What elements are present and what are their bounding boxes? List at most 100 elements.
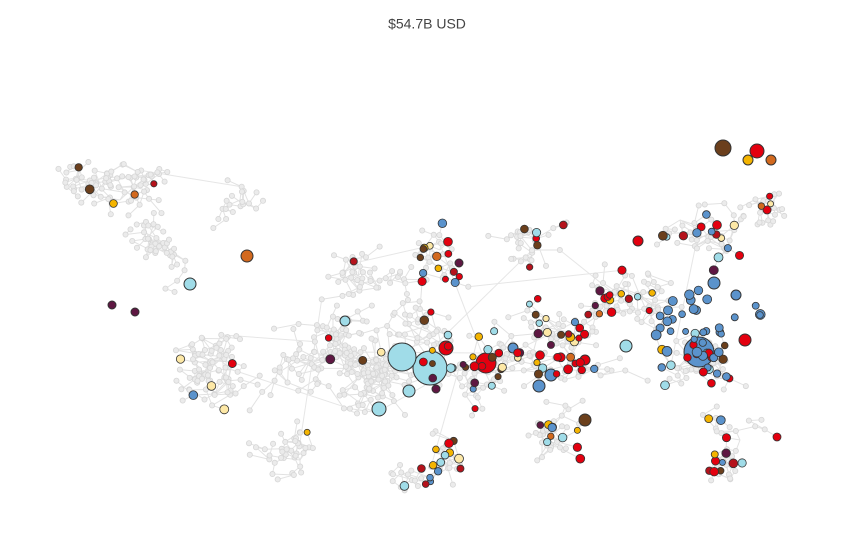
- node: [174, 277, 181, 284]
- node: [85, 159, 92, 166]
- node: [199, 351, 206, 358]
- node: [292, 438, 299, 445]
- node: [616, 355, 623, 362]
- node: [528, 257, 535, 264]
- node: [556, 247, 563, 254]
- highlight-node: [617, 290, 625, 298]
- node: [534, 457, 541, 464]
- edge: [125, 231, 145, 236]
- node: [156, 243, 163, 250]
- node: [343, 327, 350, 334]
- node: [133, 221, 140, 228]
- node: [779, 206, 786, 213]
- node: [172, 347, 179, 354]
- highlight-node: [469, 353, 477, 361]
- edge: [436, 249, 533, 344]
- node: [674, 372, 681, 379]
- node: [687, 229, 694, 236]
- node: [158, 210, 165, 217]
- node: [398, 469, 405, 476]
- highlight-node: [690, 335, 698, 343]
- node: [348, 274, 355, 281]
- node: [613, 283, 620, 290]
- highlight-node: [730, 313, 739, 322]
- node: [708, 216, 715, 223]
- highlight-node: [130, 190, 139, 199]
- node: [522, 341, 529, 348]
- highlight-node: [684, 289, 695, 300]
- highlight-node: [536, 421, 545, 429]
- node: [153, 235, 160, 242]
- node: [502, 355, 509, 362]
- highlight-node: [303, 428, 311, 436]
- node: [78, 174, 85, 181]
- node: [218, 331, 225, 338]
- highlight-node: [702, 210, 711, 219]
- highlight-node: [531, 310, 540, 319]
- node: [604, 366, 611, 373]
- node: [297, 463, 304, 470]
- node: [550, 225, 557, 232]
- highlight-node: [699, 328, 708, 337]
- edge: [321, 295, 343, 300]
- highlight-node: [74, 163, 83, 172]
- node: [389, 478, 396, 485]
- highlight-node: [617, 265, 627, 275]
- highlight-node: [526, 263, 534, 271]
- node: [634, 315, 641, 322]
- highlight-node: [693, 285, 704, 296]
- highlight-node: [762, 205, 772, 215]
- highlight-node: [634, 293, 642, 301]
- node: [323, 324, 330, 331]
- node: [479, 405, 486, 412]
- node: [270, 440, 277, 447]
- node: [207, 364, 214, 371]
- node: [673, 349, 680, 356]
- node: [412, 304, 419, 311]
- node: [216, 378, 223, 385]
- node: [223, 335, 230, 342]
- node: [238, 188, 245, 195]
- node: [222, 206, 229, 213]
- highlight-node: [547, 432, 555, 440]
- node: [403, 290, 410, 297]
- node: [397, 461, 404, 468]
- edge: [394, 299, 409, 314]
- node: [429, 430, 436, 437]
- highlight-node: [720, 341, 729, 350]
- node: [121, 189, 128, 196]
- node: [103, 175, 110, 182]
- node: [462, 391, 469, 398]
- highlight-node: [418, 357, 428, 367]
- node: [517, 233, 524, 240]
- highlight-node: [426, 473, 434, 482]
- node: [315, 366, 322, 373]
- edge: [561, 415, 580, 425]
- node: [737, 204, 744, 211]
- highlight-node: [432, 445, 440, 454]
- node: [699, 411, 706, 418]
- node: [732, 467, 739, 474]
- highlight-node: [428, 461, 438, 470]
- node: [357, 391, 364, 398]
- node: [354, 370, 361, 377]
- chart-title: $54.7B USD: [388, 16, 466, 32]
- node: [343, 349, 350, 356]
- node: [314, 327, 321, 334]
- highlight-node: [436, 458, 446, 467]
- node: [252, 444, 259, 451]
- node: [98, 185, 105, 192]
- node: [349, 269, 356, 276]
- node: [120, 161, 127, 168]
- inactive-nodes: [55, 159, 788, 494]
- highlight-node: [428, 373, 438, 383]
- highlight-node: [575, 323, 585, 333]
- node: [530, 349, 537, 356]
- node: [288, 365, 295, 372]
- node: [419, 227, 426, 234]
- highlight-node: [130, 307, 140, 317]
- node: [163, 249, 170, 256]
- highlight-node: [533, 241, 542, 250]
- node: [179, 397, 186, 404]
- highlight-node: [399, 481, 410, 491]
